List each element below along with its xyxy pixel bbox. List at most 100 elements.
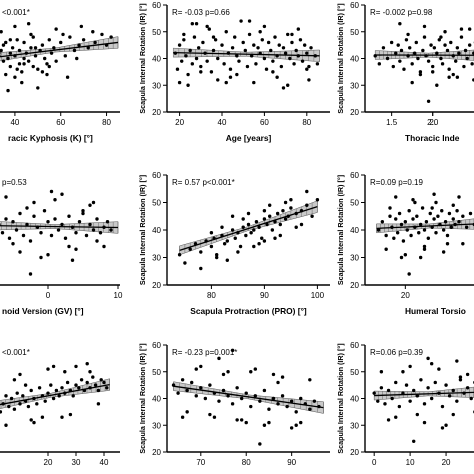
y-tick-label: 50 <box>350 28 359 37</box>
data-point <box>226 394 230 398</box>
data-point <box>256 46 260 50</box>
data-point <box>77 43 81 47</box>
x-axis-label: Humeral Torsio <box>405 306 466 316</box>
y-tick-label: 50 <box>350 199 359 208</box>
data-point <box>262 217 267 221</box>
data-point <box>384 233 388 238</box>
data-point <box>283 51 288 55</box>
data-point <box>235 72 239 77</box>
data-point <box>81 211 85 216</box>
data-point <box>211 48 216 53</box>
data-point <box>32 200 36 205</box>
data-point <box>418 72 423 77</box>
data-point <box>434 231 438 235</box>
data-point <box>414 40 418 45</box>
data-point <box>33 54 38 58</box>
data-point <box>45 62 49 66</box>
data-point <box>84 233 89 238</box>
data-point <box>437 38 441 42</box>
data-point <box>4 195 8 199</box>
data-point <box>40 394 45 398</box>
data-point <box>226 370 230 374</box>
data-point <box>283 217 288 221</box>
data-point <box>63 370 67 374</box>
data-point <box>469 396 473 401</box>
data-point <box>397 211 402 216</box>
data-point <box>258 399 262 403</box>
data-point <box>1 59 6 63</box>
data-point <box>31 35 35 39</box>
data-point <box>6 56 10 61</box>
data-point <box>303 402 307 406</box>
stat-annotation: R= -0.03 p=0.66 <box>172 8 230 17</box>
data-point <box>432 217 436 221</box>
data-point <box>37 386 42 390</box>
data-point <box>418 70 423 74</box>
data-point <box>292 62 296 66</box>
data-point <box>243 48 248 53</box>
data-point <box>176 391 180 395</box>
data-point <box>397 404 402 409</box>
data-point <box>217 356 221 361</box>
data-point <box>269 48 273 53</box>
data-point <box>20 80 24 85</box>
data-point <box>6 88 10 93</box>
data-point <box>15 391 19 395</box>
x-tick-label: 80 <box>302 118 311 127</box>
stat-annotation: R= -0.002 p=0.98 <box>370 8 433 17</box>
data-point <box>91 228 96 232</box>
data-point <box>32 420 36 425</box>
data-point <box>458 378 463 382</box>
data-point <box>401 239 406 243</box>
data-point <box>39 255 43 260</box>
data-point <box>408 364 412 369</box>
data-point <box>194 394 198 398</box>
data-point <box>447 67 451 71</box>
data-point <box>205 24 209 29</box>
x-axis-label: racic Kyphosis (K) [°] <box>8 133 93 143</box>
data-point <box>283 200 288 205</box>
data-point <box>190 380 194 385</box>
data-point <box>188 247 192 251</box>
data-point <box>404 38 409 42</box>
data-point <box>52 46 56 50</box>
data-point <box>275 75 279 79</box>
data-point <box>395 231 400 235</box>
data-point <box>380 220 385 224</box>
y-tick-label: 40 <box>350 395 359 404</box>
data-point <box>36 67 40 71</box>
data-point <box>190 22 195 26</box>
y-tick-label: 50 <box>350 368 359 377</box>
data-point <box>96 402 101 406</box>
data-point <box>413 225 417 229</box>
data-point <box>0 54 1 58</box>
data-point <box>373 54 377 58</box>
data-point <box>22 62 26 66</box>
data-point <box>236 231 240 235</box>
data-point <box>436 214 440 218</box>
data-point <box>307 78 311 82</box>
data-point <box>253 367 258 371</box>
data-point <box>46 253 50 257</box>
data-point <box>209 231 214 235</box>
data-point <box>24 51 29 55</box>
data-point <box>220 43 224 47</box>
data-point <box>299 420 303 425</box>
data-point <box>7 236 12 240</box>
data-point <box>410 62 414 66</box>
data-point <box>451 72 455 77</box>
data-point <box>411 198 415 202</box>
data-point <box>252 228 256 232</box>
data-point <box>277 43 281 47</box>
data-point <box>280 394 285 398</box>
data-point <box>271 372 276 377</box>
data-point <box>105 220 110 224</box>
data-point <box>254 62 258 66</box>
data-point <box>74 383 78 387</box>
data-point <box>273 35 277 39</box>
data-point <box>46 220 50 224</box>
stat-annotation: R=0.09 p=0.19 <box>370 178 423 187</box>
data-point <box>236 250 240 254</box>
y-axis-label: Scapula Internal Rotation (IR) [°] <box>336 3 345 113</box>
data-point <box>183 261 187 265</box>
